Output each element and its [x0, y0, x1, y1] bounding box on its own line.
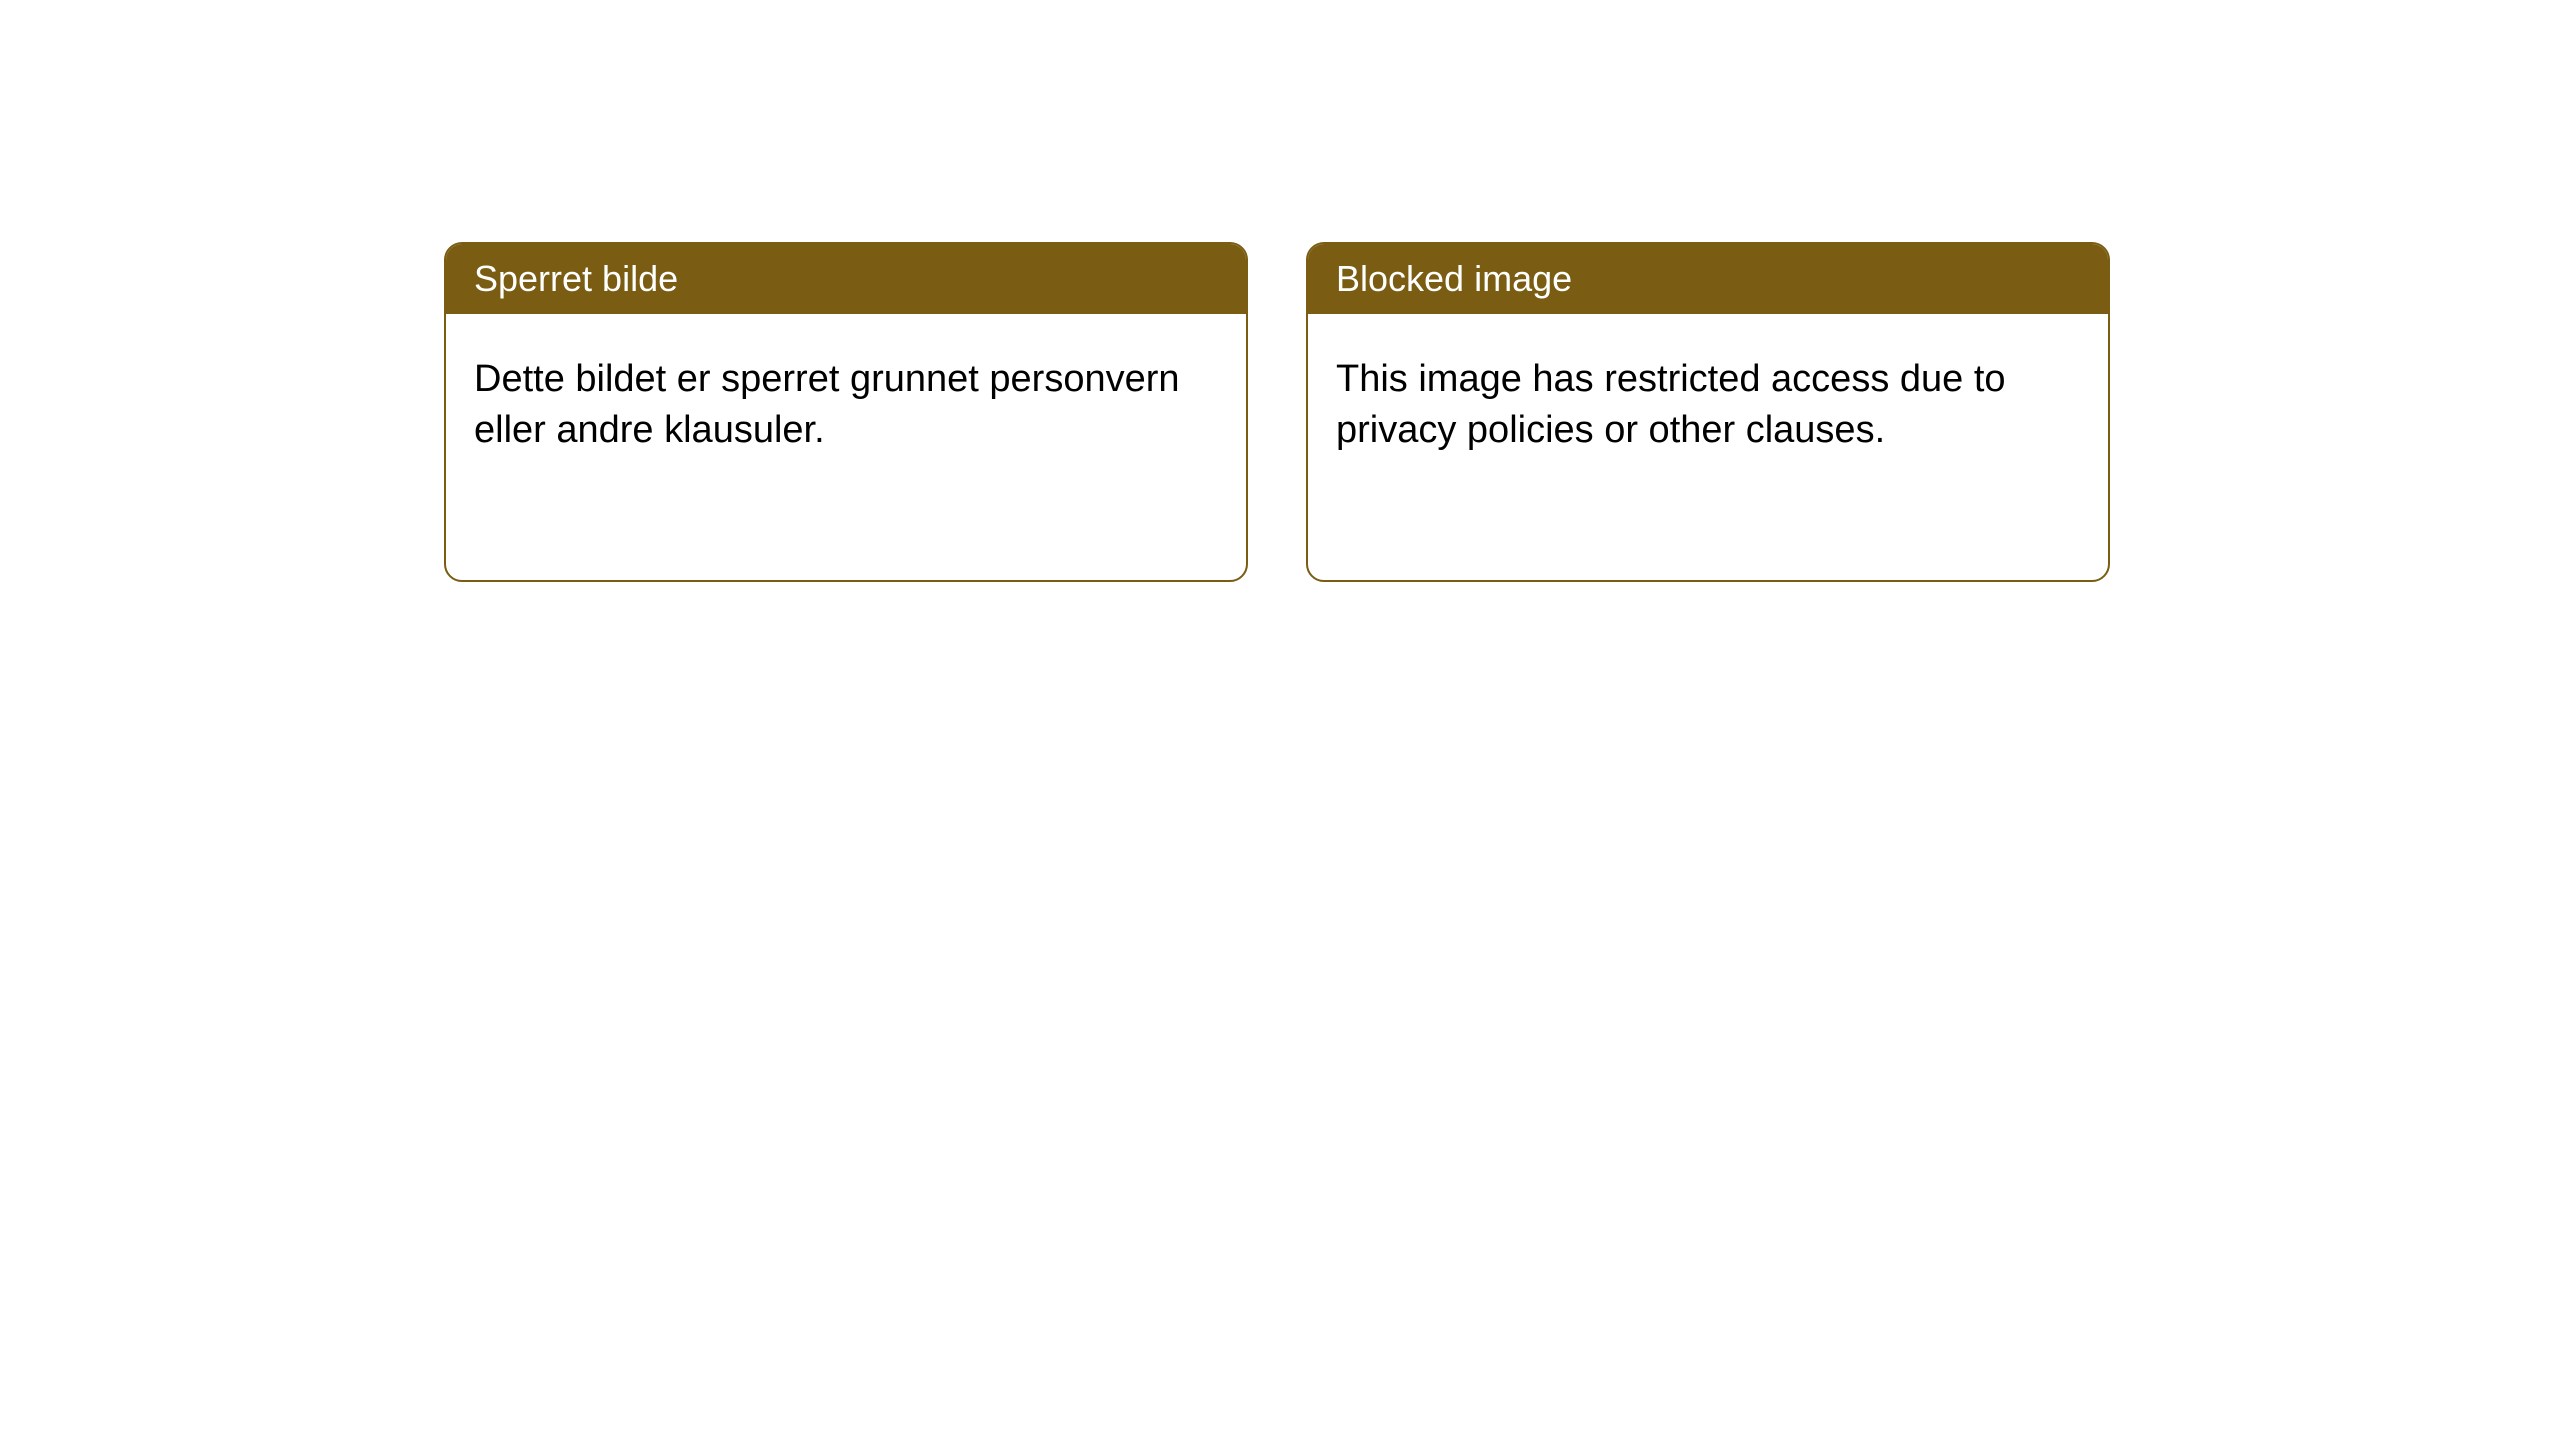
card-header: Blocked image [1308, 244, 2108, 314]
card-title: Blocked image [1336, 258, 1572, 299]
card-header: Sperret bilde [446, 244, 1246, 314]
card-title: Sperret bilde [474, 258, 678, 299]
card-body-text: Dette bildet er sperret grunnet personve… [474, 358, 1180, 451]
card-body-text: This image has restricted access due to … [1336, 358, 2006, 451]
notice-card-english: Blocked image This image has restricted … [1306, 242, 2110, 582]
notice-card-norwegian: Sperret bilde Dette bildet er sperret gr… [444, 242, 1248, 582]
notice-cards-container: Sperret bilde Dette bildet er sperret gr… [444, 242, 2110, 582]
card-body: Dette bildet er sperret grunnet personve… [446, 314, 1246, 497]
card-body: This image has restricted access due to … [1308, 314, 2108, 497]
